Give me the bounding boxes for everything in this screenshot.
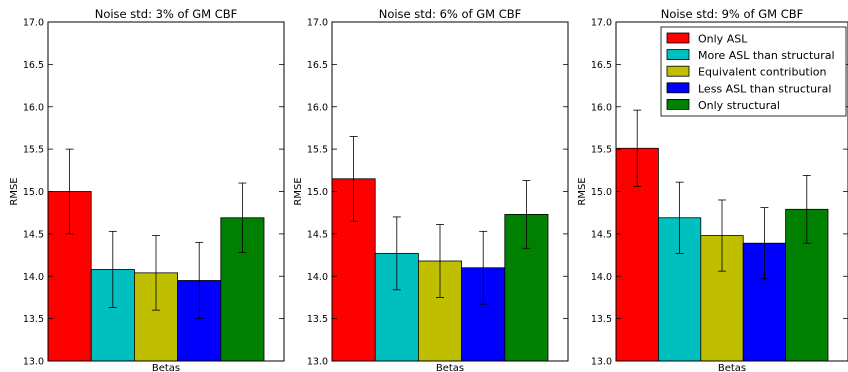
y-tick-label: 15.0 — [23, 187, 44, 198]
y-tick-label: 16.5 — [23, 60, 44, 71]
y-tick-label: 13.5 — [591, 314, 612, 325]
y-tick-label: 15.5 — [23, 145, 44, 156]
y-tick-label: 17.0 — [307, 18, 328, 29]
legend-label: Less ASL than structural — [698, 82, 831, 95]
y-tick-label: 17.0 — [23, 18, 44, 29]
y-tick-label: 16.5 — [591, 60, 612, 71]
y-tick-label: 15.0 — [591, 187, 612, 198]
x-axis-label: Betas — [152, 363, 180, 372]
y-tick-label: 16.0 — [591, 102, 612, 113]
y-tick-label: 16.0 — [307, 102, 328, 113]
y-axis-label: RMSE — [293, 177, 304, 205]
x-axis-label: Betas — [436, 363, 464, 372]
legend-swatch — [666, 49, 690, 60]
y-tick-label: 15.5 — [307, 145, 328, 156]
chart-panel-3: 13.0 13.5 14.0 14.5 15.0 15.5 16.0 16.5 17.0 Nois… — [577, 7, 848, 372]
legend: Only ASL More ASL than structural Equivale… — [660, 26, 847, 117]
x-axis-label: Betas — [718, 363, 746, 372]
chart-title: Noise std: 9% of GM CBF — [661, 7, 804, 21]
y-tick-label: 13.5 — [307, 314, 328, 325]
legend-label: Only ASL — [698, 33, 748, 46]
chart-panel-2: 13.0 13.5 14.0 14.5 15.0 15.5 16.0 16.5 17.0 Nois… — [293, 7, 569, 372]
y-tick-label: 15.0 — [307, 187, 328, 198]
y-tick-label: 17.0 — [591, 18, 612, 29]
y-tick-label: 13.0 — [23, 357, 44, 368]
legend-label: Equivalent contribution — [698, 66, 827, 79]
chart-panel-1: 13.0 13.5 14.0 14.5 15.0 15.5 16.0 16.5 17.0 Nois… — [9, 7, 285, 372]
y-tick-label: 13.5 — [23, 314, 44, 325]
y-tick-label: 15.5 — [591, 145, 612, 156]
y-tick-label: 16.5 — [307, 60, 328, 71]
y-tick-label: 14.0 — [591, 272, 612, 283]
y-tick-label: 14.5 — [591, 229, 612, 240]
legend-swatch — [666, 99, 690, 110]
y-tick-label: 14.0 — [23, 272, 44, 283]
y-tick-label: 14.5 — [307, 229, 328, 240]
legend-label: Only structural — [698, 99, 780, 112]
y-axis-label: RMSE — [577, 177, 588, 205]
chart-title: Noise std: 6% of GM CBF — [379, 7, 522, 21]
y-tick-label: 13.0 — [307, 357, 328, 368]
y-tick-label: 14.0 — [307, 272, 328, 283]
y-tick-label: 13.0 — [591, 357, 612, 368]
y-axis-label: RMSE — [9, 177, 20, 205]
y-tick-label: 14.5 — [23, 229, 44, 240]
y-tick-label: 16.0 — [23, 102, 44, 113]
legend-swatch — [666, 65, 690, 77]
legend-swatch — [666, 32, 690, 44]
legend-box — [660, 26, 847, 117]
chart-title: Noise std: 3% of GM CBF — [95, 7, 238, 21]
legend-swatch — [666, 82, 690, 94]
legend-label: More ASL than structural — [698, 49, 835, 62]
